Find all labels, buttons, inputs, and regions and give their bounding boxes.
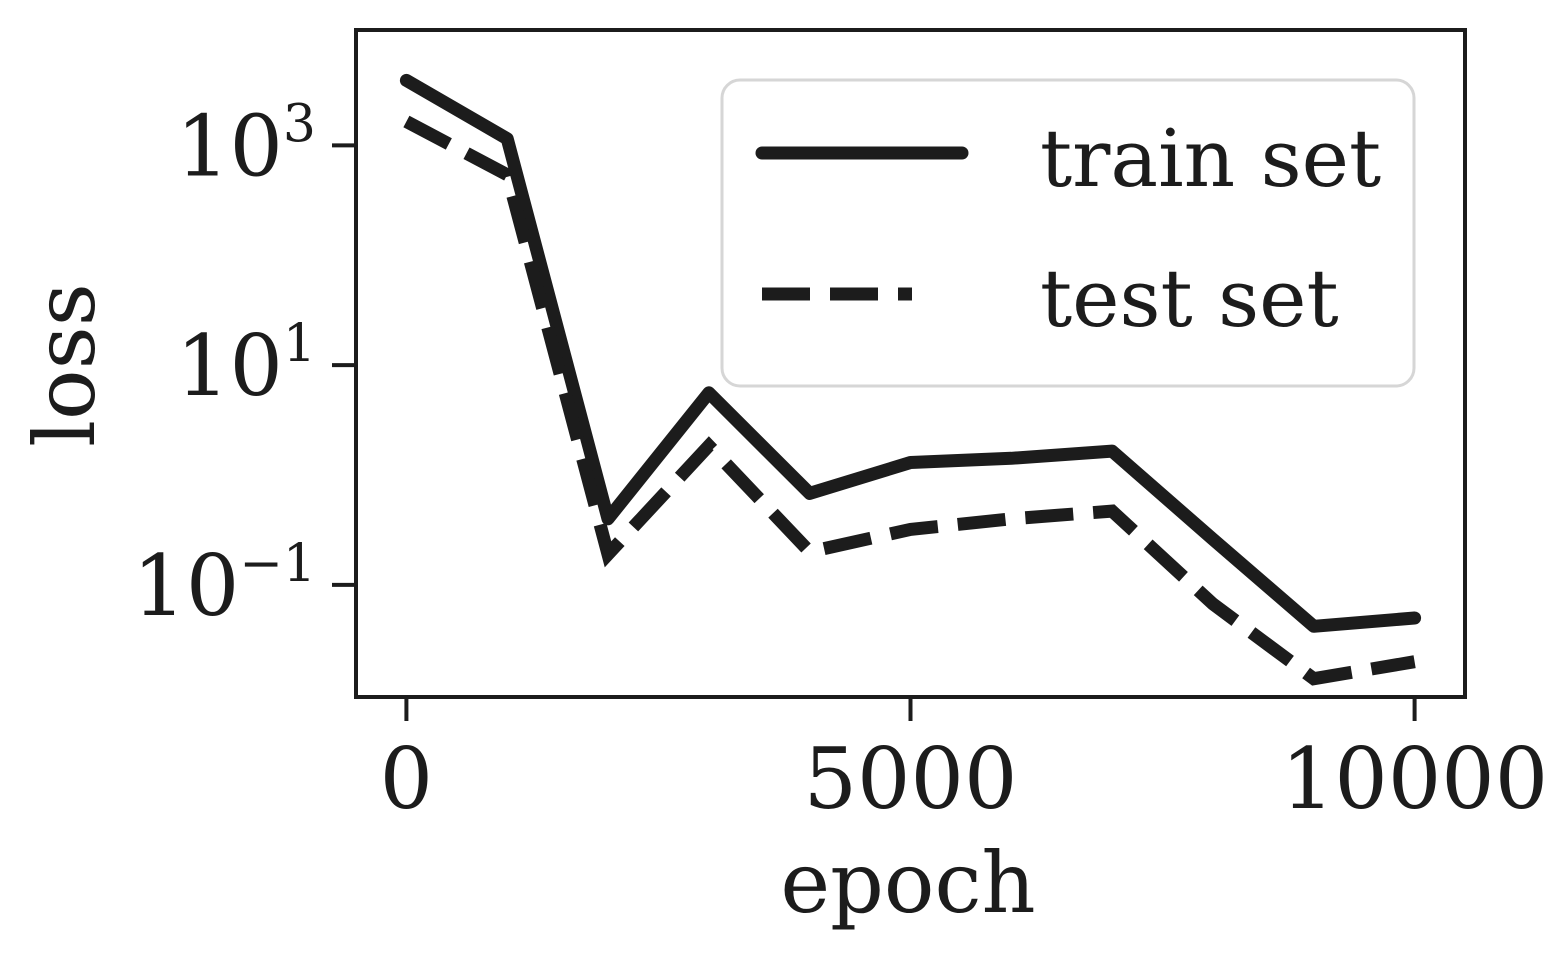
x-tick-label: 10000	[1281, 730, 1548, 828]
y-tick-base: 10	[176, 97, 283, 195]
y-tick-label: 10−1	[132, 534, 316, 635]
series-line-train-set	[399, 73, 1422, 633]
series-layer	[399, 73, 1422, 686]
legend-label-test-set: test set	[1040, 252, 1339, 345]
x-axis-label: epoch	[780, 834, 1035, 932]
y-tick-base: 10	[176, 317, 283, 415]
y-tick-exponent: −1	[239, 534, 316, 594]
plot-frame	[354, 28, 1467, 699]
y-axis-label: loss	[16, 283, 114, 447]
y-tick-label: 103	[176, 94, 316, 195]
legend-label-train-set: train set	[1040, 112, 1381, 205]
x-tick-label: 0	[380, 730, 433, 828]
y-tick-label: 101	[176, 314, 316, 415]
y-tick-exponent: 3	[283, 94, 316, 154]
legend: train set test set	[720, 78, 1416, 388]
y-tick-exponent: 1	[283, 314, 316, 374]
y-tick-base: 10	[132, 537, 239, 635]
series-line-test-set	[403, 115, 1416, 686]
x-tick-label: 5000	[804, 730, 1018, 828]
